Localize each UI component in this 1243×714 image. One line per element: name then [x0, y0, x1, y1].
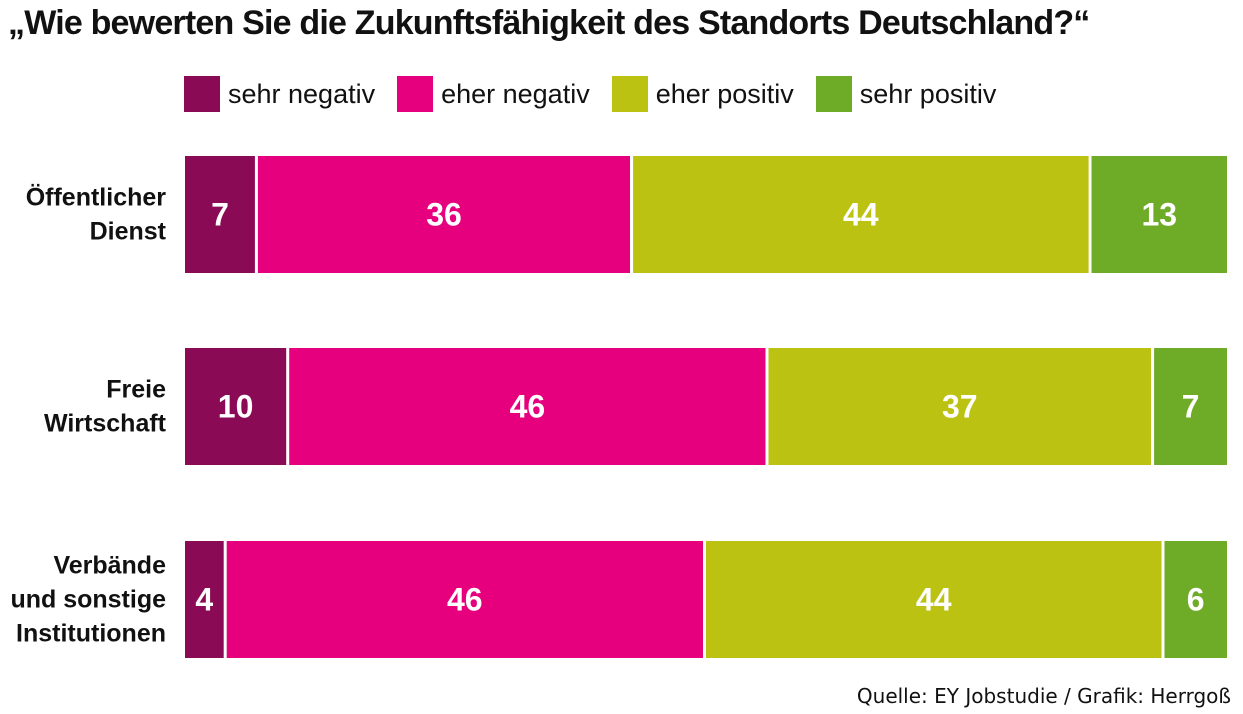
legend-swatch — [611, 76, 648, 112]
legend: sehr negativ eher negativ eher positiv sehr… — [184, 76, 1018, 112]
bar-segment — [185, 348, 287, 465]
category-label: Freie — [106, 376, 166, 404]
bar-segment — [257, 156, 630, 273]
data-label: 7 — [211, 197, 229, 233]
legend-item-eher-positiv: eher positiv — [611, 76, 794, 112]
bar-segment — [633, 156, 1089, 273]
data-label: 36 — [426, 197, 462, 233]
bar-segment — [768, 348, 1151, 465]
source-credit: Quelle: EY Jobstudie / Grafik: Herrgoß — [856, 684, 1231, 708]
legend-item-sehr-negativ: sehr negativ — [184, 76, 375, 112]
data-label: 6 — [1187, 582, 1205, 618]
data-label: 46 — [510, 389, 546, 425]
legend-label: sehr negativ — [228, 78, 376, 109]
data-label: 4 — [195, 582, 213, 618]
bar-segment — [289, 348, 766, 465]
bar-segment — [1154, 348, 1227, 465]
data-label: 44 — [916, 582, 952, 618]
category-label: Dienst — [90, 218, 167, 246]
chart-title: „Wie bewerten Sie die Zukunftsfähigkeit … — [8, 4, 1090, 42]
data-label: 10 — [218, 389, 254, 425]
bar-segment — [185, 541, 224, 658]
legend-swatch — [815, 76, 852, 112]
legend-item-eher-negativ: eher negativ — [397, 76, 590, 112]
legend-label: eher negativ — [441, 78, 590, 109]
data-label: 44 — [843, 197, 879, 233]
bar-segment — [706, 541, 1162, 658]
legend-item-sehr-positiv: sehr positiv — [815, 76, 997, 112]
data-label: 7 — [1182, 389, 1200, 425]
bar-segment — [226, 541, 703, 658]
bar-segment — [185, 156, 255, 273]
category-label: und sonstige — [10, 586, 166, 614]
data-label: 46 — [447, 582, 483, 618]
category-label: Öffentlicher — [26, 183, 167, 212]
legend-label: sehr positiv — [859, 78, 997, 109]
category-label: Institutionen — [16, 620, 166, 648]
legend-swatch — [184, 76, 220, 112]
category-label: Verbände — [53, 552, 166, 580]
bar-segment — [1091, 156, 1227, 273]
data-label: 37 — [942, 389, 978, 425]
legend-swatch — [397, 76, 434, 112]
category-label: Wirtschaft — [44, 410, 167, 438]
legend-label: eher positiv — [655, 78, 794, 109]
bar-segment — [1164, 541, 1227, 658]
data-label: 13 — [1142, 197, 1178, 233]
